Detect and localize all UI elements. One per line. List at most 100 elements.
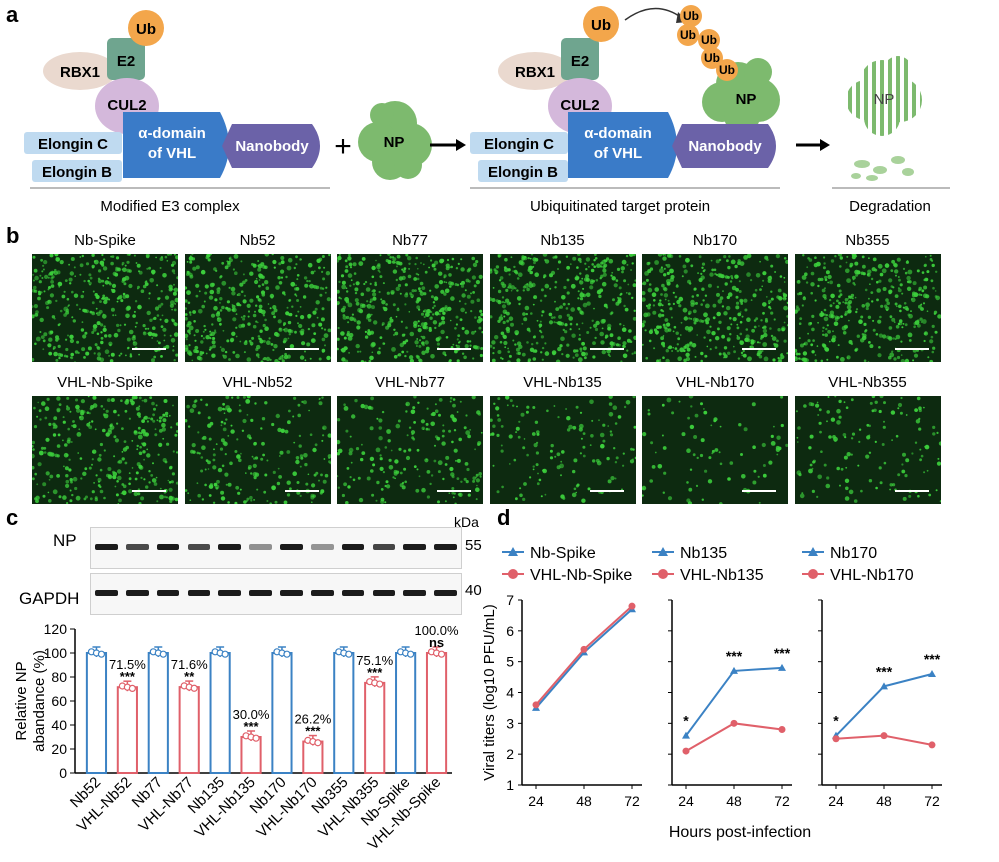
elongin-b-label: Elongin B [42,164,112,181]
bar-8 [333,652,355,774]
legend-label-1-0: Nb135 [680,545,727,562]
ub-chain-label-4: Ub [704,51,720,65]
gapdh-band-3 [187,590,211,596]
bar-sig-label-1: *** [120,669,136,684]
ub-shape [128,10,164,46]
scale-bar [589,348,624,350]
blot-kda-label: kDa [454,514,479,530]
bottom-row-label-2: VHL-Nb77 [374,374,446,391]
line-x-tick-label: 24 [678,793,694,809]
np-band-0 [95,544,118,550]
legend-label-2-1: VHL-Nb170 [830,567,914,584]
np-band-7 [310,544,334,550]
line-y-tick-label: 6 [506,623,514,639]
bar-11 [425,652,448,774]
bar-3 [178,686,200,774]
bar-y-tick-label: 0 [59,765,67,781]
scale-bar [589,490,624,492]
vhl-shape-mid [568,112,677,178]
np-label: NP [384,134,405,151]
rbx1-label: RBX1 [60,64,100,81]
series-point-2-1 [832,735,840,743]
top-row-label-2: Nb77 [392,232,428,249]
vhl-label-mid-line2: of VHL [594,145,642,162]
vhl-label-mid-line1: α-domain [584,125,652,142]
line-x-tick-label: 48 [876,793,892,809]
np-band-4 [218,544,242,550]
gapdh-blot-strip [90,573,462,615]
cul2-label-mid: CUL2 [560,97,599,114]
line-x-tick-label: 72 [774,793,790,809]
top-row-image-1 [184,254,331,362]
elongin-c-shape [24,132,122,154]
caption-mid: Ubiquitinated target protein [530,198,710,215]
legend-marker-0-0 [508,547,518,556]
top-row-image-2 [337,254,483,362]
legend-marker-0-1 [508,569,518,579]
gapdh-band-6 [280,590,303,596]
scale-bar [742,490,776,492]
bar-10 [395,652,417,774]
bar-pct-label-9: 75.1% [356,653,393,668]
bar-7 [302,740,324,774]
rbx1-shape-mid [498,52,572,90]
nanobody-label-mid: Nanobody [688,138,762,155]
scale-bar [132,348,166,350]
series-point-0-1 [580,645,588,653]
microscopy-grid: Nb-Spike Nb52 Nb77 Nb135 Nb170 Nb355 VHL-Nb-Sp… [32,232,982,512]
caption-left: Modified E3 complex [100,198,240,215]
ub-chain-label-5: Ub [719,63,735,77]
ub-label: Ub [136,21,156,38]
elongin-b-shape-mid [478,160,568,182]
bar-y-label: Relative NPabandance (%) [13,650,48,752]
series-line-1-1 [685,722,783,752]
panel-d-letter: d [497,505,511,530]
bar-y-tick-label: 100 [44,645,68,661]
np-band-8 [341,544,365,550]
top-row-image-5 [794,254,941,362]
series-point-1-0 [778,663,786,671]
bar-4 [209,652,231,774]
scale-bar [437,348,471,350]
vhl-shape [123,112,229,178]
scale-bar [437,490,471,492]
legend-marker-2-1 [808,569,818,579]
rbx1-label-mid: RBX1 [515,64,555,81]
gapdh-band-9 [372,590,396,596]
bar-1 [116,686,138,774]
e2-label-mid: E2 [571,53,589,70]
degraded-np [846,56,922,136]
series-point-1-1 [730,719,738,727]
vhl-label-line1: α-domain [138,125,206,142]
np-band-1 [125,544,149,550]
legend-label-0-0: Nb-Spike [530,545,596,562]
arrow-1-head [456,139,466,151]
vhl-label-line2: of VHL [148,145,196,162]
line-y-tick-label: 4 [506,685,514,701]
series-point-1-1 [778,726,786,733]
bar-sig-label-11: ns [429,635,444,650]
nanobody-label: Nanobody [235,138,309,155]
np-label-mid: NP [736,91,757,108]
scale-bar [894,348,929,350]
series-point-1-1 [682,747,690,755]
ub-shape-mid [583,6,619,42]
peptide-fragments [851,156,914,181]
bottom-row-image-0 [32,396,178,504]
series-point-0-1 [532,701,540,709]
bottom-row-label-4: VHL-Nb170 [675,374,755,391]
bar-point [376,680,384,688]
top-row-label-4: Nb170 [692,232,738,249]
e2-shape-mid [561,38,599,80]
scale-bar [894,490,929,492]
np-band-10 [403,544,427,550]
line-x-tick-label: 72 [924,793,940,809]
gapdh-band-2 [156,590,180,596]
bar-y-tick-label: 120 [44,621,68,637]
series-point-0-1 [628,602,636,610]
np-marker: 55 [465,537,482,554]
sig-label-1-2: *** [774,645,791,661]
panel-a-diagram: RBX1 E2 Ub CUL2 α-domain of VHL Nanobody… [24,5,950,215]
bar-sig-label-9: *** [367,665,383,680]
